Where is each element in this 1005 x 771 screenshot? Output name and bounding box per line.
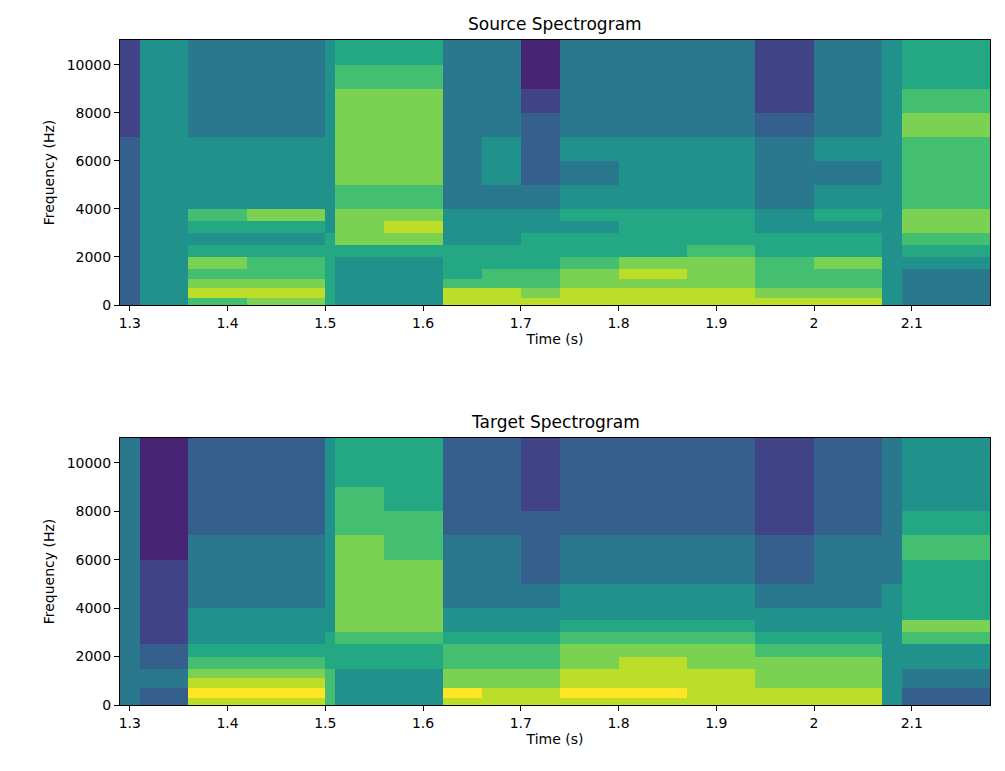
svg-text:1.7: 1.7 bbox=[510, 715, 532, 731]
svg-text:2: 2 bbox=[810, 715, 819, 731]
svg-text:1.3: 1.3 bbox=[119, 315, 141, 331]
svg-text:4000: 4000 bbox=[76, 201, 112, 217]
svg-text:2: 2 bbox=[810, 315, 819, 331]
svg-text:2.1: 2.1 bbox=[901, 715, 923, 731]
svg-text:2.1: 2.1 bbox=[901, 315, 923, 331]
svg-text:4000: 4000 bbox=[76, 600, 112, 616]
svg-text:Frequency (Hz): Frequency (Hz) bbox=[41, 120, 57, 226]
svg-text:10000: 10000 bbox=[67, 455, 112, 471]
svg-text:0: 0 bbox=[102, 697, 111, 713]
svg-text:2000: 2000 bbox=[76, 249, 112, 265]
svg-text:1.9: 1.9 bbox=[705, 315, 727, 331]
svg-text:1.3: 1.3 bbox=[119, 715, 141, 731]
svg-text:1.5: 1.5 bbox=[314, 715, 336, 731]
svg-text:Target Spectrogram: Target Spectrogram bbox=[471, 412, 640, 432]
svg-text:8000: 8000 bbox=[76, 105, 112, 121]
svg-text:1.8: 1.8 bbox=[607, 715, 629, 731]
svg-text:1.6: 1.6 bbox=[412, 715, 434, 731]
svg-text:Time (s): Time (s) bbox=[526, 731, 584, 747]
svg-text:1.7: 1.7 bbox=[510, 315, 532, 331]
svg-text:1.9: 1.9 bbox=[705, 715, 727, 731]
svg-text:1.5: 1.5 bbox=[314, 315, 336, 331]
svg-text:Time (s): Time (s) bbox=[526, 331, 584, 347]
svg-text:1.4: 1.4 bbox=[216, 315, 238, 331]
svg-text:0: 0 bbox=[102, 297, 111, 313]
svg-text:1.8: 1.8 bbox=[607, 315, 629, 331]
svg-text:1.6: 1.6 bbox=[412, 315, 434, 331]
svg-text:2000: 2000 bbox=[76, 648, 112, 664]
svg-text:6000: 6000 bbox=[76, 552, 112, 568]
svg-text:Source Spectrogram: Source Spectrogram bbox=[468, 14, 642, 34]
svg-text:6000: 6000 bbox=[76, 153, 112, 169]
svg-text:Frequency (Hz): Frequency (Hz) bbox=[41, 519, 57, 625]
svg-text:8000: 8000 bbox=[76, 503, 112, 519]
svg-text:10000: 10000 bbox=[67, 57, 112, 73]
svg-text:1.4: 1.4 bbox=[216, 715, 238, 731]
